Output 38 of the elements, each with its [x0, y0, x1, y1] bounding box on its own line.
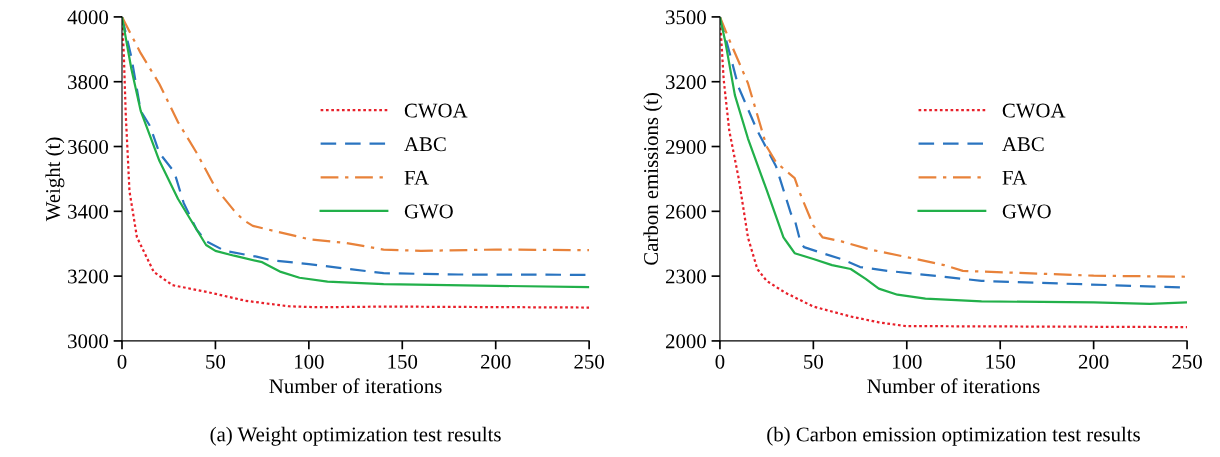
x-tick-label: 150 [986, 354, 1016, 369]
y-tick-label: 2000 [665, 334, 706, 349]
y-tick-label: 2900 [665, 139, 706, 154]
y-tick-label: 2300 [665, 269, 706, 284]
x-tick-label: 50 [206, 354, 226, 369]
x-tick-label: 0 [715, 354, 725, 369]
x-tick-label: 200 [480, 354, 511, 369]
legend-label: FA [404, 170, 429, 185]
legend-label: ABC [1002, 137, 1044, 152]
x-tick-label: 100 [295, 354, 324, 369]
y-axis-title: Weight (t) [45, 137, 65, 222]
legend-label: CWOA [404, 103, 468, 118]
y-tick-label: 3000 [68, 334, 109, 349]
legend-label: GWO [404, 204, 453, 219]
y-axis-title: Carbon emissions (t) [643, 93, 663, 265]
legend-label: CWOA [1002, 103, 1066, 118]
x-tick-label: 200 [1078, 354, 1109, 369]
x-axis-title: Number of iterations [867, 378, 1040, 394]
y-tick-label: 3400 [68, 204, 109, 219]
x-tick-label: 250 [574, 354, 604, 369]
legend-label: ABC [404, 137, 446, 152]
y-tick-label: 2600 [665, 204, 706, 219]
x-tick-label: 0 [117, 354, 127, 369]
y-tick-label: 3200 [666, 75, 706, 90]
y-tick-label: 3800 [68, 75, 109, 90]
x-axis-title: Number of iterations [269, 378, 442, 394]
text: (a) Weight optimization test results [210, 426, 501, 446]
y-tick-label: 3500 [666, 10, 706, 25]
y-tick-label: 4000 [67, 10, 109, 25]
x-tick-label: 100 [892, 354, 922, 369]
text: (b) Carbon emission optimization test results [767, 426, 1140, 446]
legend-label: GWO [1002, 204, 1051, 219]
legend-label: FA [1002, 170, 1027, 185]
y-tick-label: 3200 [68, 269, 109, 284]
x-tick-label: 250 [1172, 354, 1202, 369]
x-tick-label: 50 [804, 354, 823, 369]
x-tick-label: 150 [388, 354, 418, 369]
y-tick-label: 3600 [68, 139, 109, 154]
